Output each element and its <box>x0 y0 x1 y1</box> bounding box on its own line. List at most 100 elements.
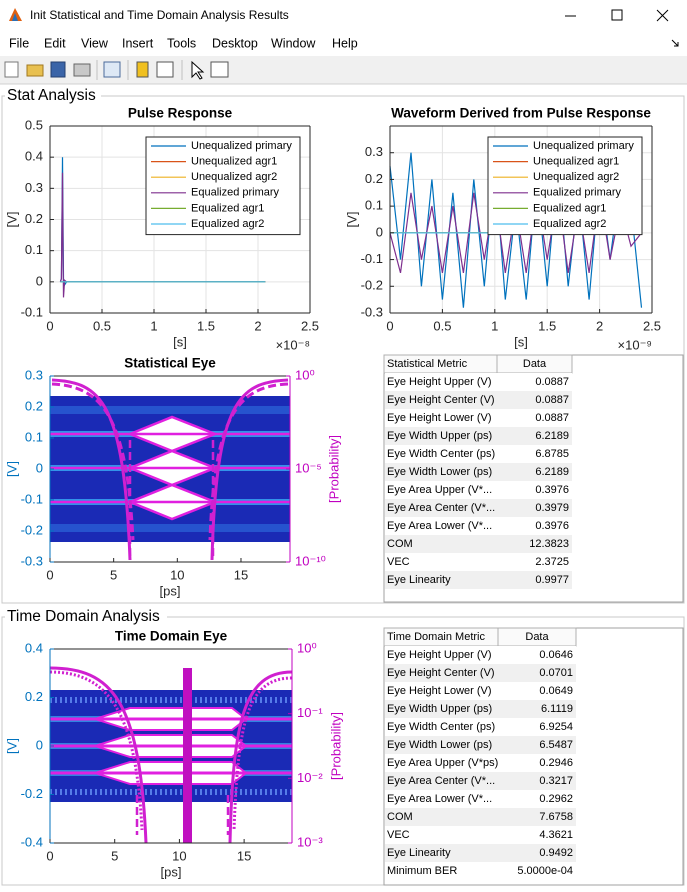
y-tick-label: 0.4 <box>25 149 43 164</box>
table-row <box>385 445 572 463</box>
bathtub-curve <box>51 382 135 541</box>
link-icon[interactable] <box>103 61 121 78</box>
legend-icon[interactable] <box>156 61 174 78</box>
table-cell: VEC <box>387 829 410 841</box>
x-tick-label: 2.5 <box>301 318 319 333</box>
table-row <box>385 862 576 880</box>
panel-title-background <box>5 87 101 105</box>
legend-label: Unequalized agr1 <box>533 156 619 168</box>
menu-item[interactable]: Tools <box>167 36 196 50</box>
bathtub-curve <box>49 670 144 831</box>
print-icon[interactable] <box>73 63 91 77</box>
menu-item[interactable]: View <box>81 36 109 50</box>
table-row <box>385 481 572 499</box>
table-cell: VEC <box>387 556 410 568</box>
y2-tick-label: 10⁻¹ <box>297 705 323 720</box>
table-cell: 0.0887 <box>535 376 569 388</box>
x-axis-label: [s] <box>173 334 187 349</box>
menu-item[interactable]: Edit <box>44 36 66 50</box>
y-tick-label: 0.5 <box>25 117 43 132</box>
table-cell: Minimum BER <box>387 865 457 877</box>
table-row <box>385 664 576 682</box>
table-cell: Eye Width Center (ps) <box>387 721 495 733</box>
table-cell: 6.2189 <box>535 430 569 442</box>
table-cell: Eye Area Upper (V*... <box>387 484 492 496</box>
close-button[interactable] <box>656 9 669 22</box>
table-cell: 0.0646 <box>539 649 573 661</box>
table-row <box>385 700 576 718</box>
bathtub-curve <box>208 382 289 541</box>
property-icon[interactable] <box>210 61 229 78</box>
table-cell: 2.3725 <box>535 556 569 568</box>
table-row <box>385 808 576 826</box>
table-cell: Eye Width Lower (ps) <box>387 466 492 478</box>
menu-item[interactable]: Help <box>332 36 358 50</box>
y-tick-label: 0 <box>36 737 43 752</box>
table-cell: 0.3979 <box>535 502 569 514</box>
table-cell: COM <box>387 538 413 550</box>
table-cell: Eye Area Center (V*... <box>387 502 495 514</box>
new-icon[interactable] <box>4 61 19 78</box>
y2-tick-label: 10⁻¹⁰ <box>295 553 326 568</box>
table-cell: 7.6758 <box>539 811 573 823</box>
x-tick-label: 0.5 <box>433 318 451 333</box>
y-tick-label: 0.3 <box>365 144 383 159</box>
x-tick-label: 1.5 <box>197 318 215 333</box>
legend-label: Unequalized agr2 <box>533 171 619 183</box>
table-cell: Eye Area Lower (V*... <box>387 793 492 805</box>
table-row <box>385 373 572 391</box>
bathtub-curve <box>228 670 293 844</box>
table-row <box>385 391 572 409</box>
table-cell: 0.3976 <box>535 520 569 532</box>
y2-axis-label: [Probability] <box>326 435 341 503</box>
menu-item[interactable]: Window <box>271 36 316 50</box>
table-cell: 0.2946 <box>539 757 573 769</box>
table-cell: 6.2189 <box>535 466 569 478</box>
table-cell: Eye Linearity <box>387 847 451 859</box>
y-axis-label: [V] <box>4 212 19 228</box>
x-tick-label: 10 <box>172 848 186 863</box>
bathtub-curve <box>232 676 293 831</box>
y2-tick-label: 10⁰ <box>297 640 317 655</box>
colorbar-icon[interactable] <box>136 61 149 78</box>
table-cell: Eye Height Upper (V) <box>387 376 492 388</box>
x-tick-label: 2 <box>254 318 261 333</box>
y-tick-label: 0 <box>376 224 383 239</box>
x-tick-label: 0 <box>386 318 393 333</box>
y-tick-label: 0.3 <box>25 180 43 195</box>
pointer-icon[interactable] <box>191 60 205 80</box>
x-tick-label: 15 <box>237 848 251 863</box>
panel-title-background <box>5 608 167 626</box>
table-cell: 0.9977 <box>535 574 569 586</box>
legend-label: Equalized agr2 <box>533 218 606 230</box>
y-tick-label: 0.2 <box>25 689 43 704</box>
chart-title: Waveform Derived from Pulse Response <box>391 106 651 121</box>
save-icon[interactable] <box>50 61 66 78</box>
toolbar-icons <box>4 60 229 80</box>
crossing-marker <box>183 668 192 843</box>
table-row <box>385 718 576 736</box>
x-tick-label: 1 <box>150 318 157 333</box>
y-axis-label: [V] <box>4 461 19 477</box>
open-icon[interactable] <box>26 64 44 77</box>
table-row <box>385 553 572 571</box>
table-cell: 6.8785 <box>535 448 569 460</box>
table-cell: COM <box>387 811 413 823</box>
table-cell: Eye Height Lower (V) <box>387 685 492 697</box>
x-tick-label: 10 <box>170 567 184 582</box>
table-header: Data <box>525 631 549 643</box>
x-tick-label: 0 <box>46 318 53 333</box>
y-tick-label: 0.2 <box>25 211 43 226</box>
y-tick-label: 0.1 <box>365 198 383 213</box>
y2-tick-label: 10⁻⁵ <box>295 460 322 475</box>
dock-arrow[interactable] <box>671 39 679 47</box>
table-row <box>385 772 576 790</box>
menu-item[interactable]: Insert <box>122 36 154 50</box>
menu-item[interactable]: File <box>9 36 29 50</box>
table-cell: 4.3621 <box>539 829 573 841</box>
menu-item[interactable]: Desktop <box>212 36 258 50</box>
legend-label: Equalized agr2 <box>191 218 264 230</box>
maximize-button[interactable] <box>611 9 623 21</box>
x-tick-label: 5 <box>111 848 118 863</box>
stat-panel-border <box>1 95 685 604</box>
